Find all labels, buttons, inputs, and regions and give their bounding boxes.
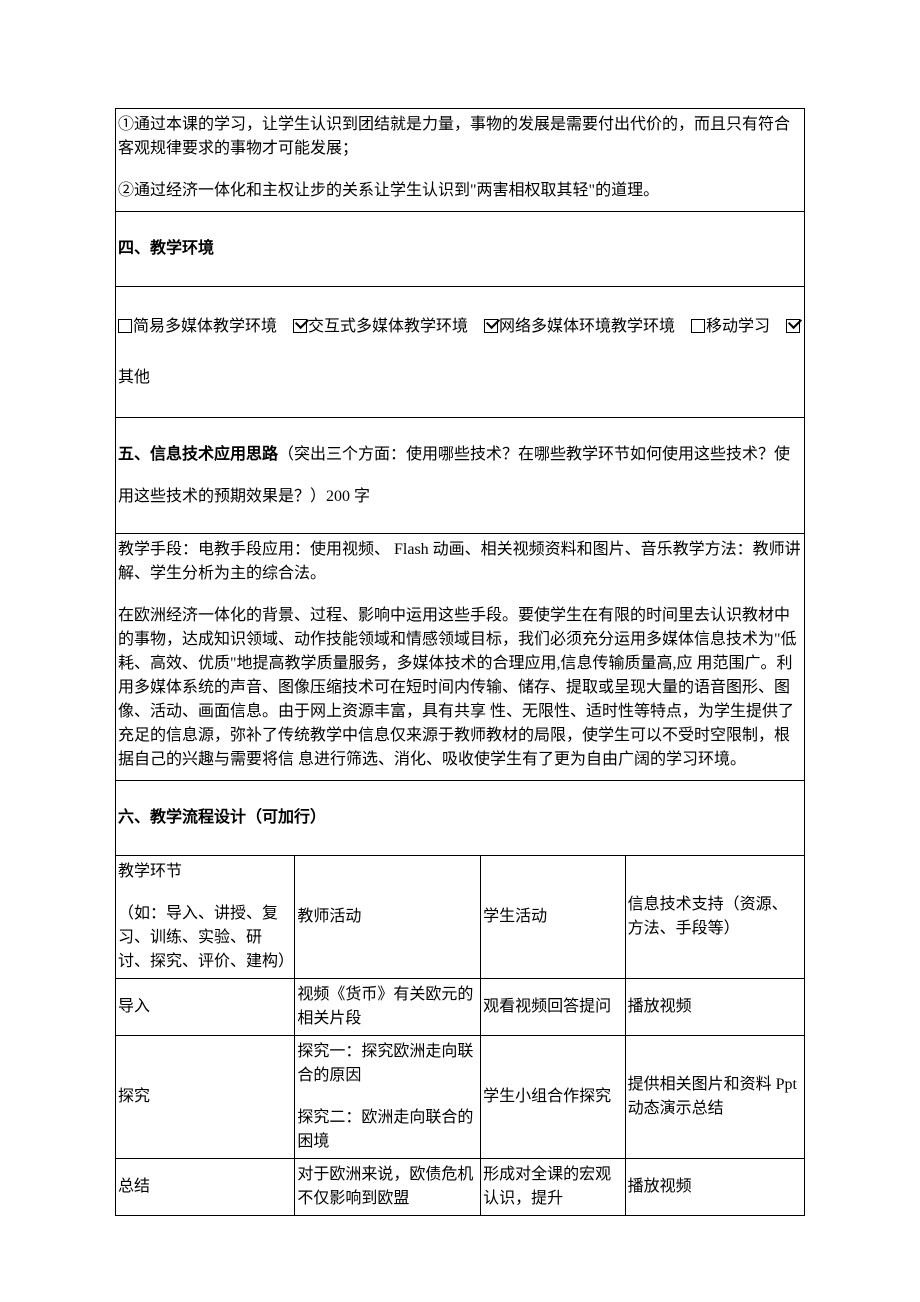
cell-teacher-a: 探究一：探究欧洲走向联合的原因: [297, 1040, 478, 1088]
opt1-label: 简易多媒体教学环境: [133, 318, 277, 335]
cell-tech: 播放视频: [625, 978, 804, 1035]
section5-heading: 五、信息技术应用思路: [118, 446, 278, 463]
col-header-tech: 信息技术支持（资源、方法、手段等）: [625, 856, 804, 979]
opt4-label: 移动学习: [706, 318, 770, 335]
intro-para-1: ①通过本课的学习，让学生认识到团结就是力量，事物的发展是需要付出代价的，而且只有…: [118, 113, 802, 161]
col-header-teacher: 教师活动: [295, 856, 481, 979]
checkbox-unchecked-icon[interactable]: [691, 319, 705, 333]
cell-teacher: 探究一：探究欧洲走向联合的原因 探究二：欧洲走向联合的困境: [295, 1035, 481, 1158]
opt2-label: 交互式多媒体教学环境: [308, 318, 468, 335]
section5-body: 教学手段：电教手段应用：使用视频、 Flash 动画、相关视频资料和图片、音乐教…: [116, 534, 805, 781]
cell-stage: 总结: [116, 1158, 295, 1215]
cell-teacher: 对于欧洲来说，欧债危机不仅影响到欧盟: [295, 1158, 481, 1215]
section6-table-cell: 教学环节 （如：导入、讲授、复习、训练、实验、研讨、探究、评价、建构） 教师活动…: [116, 855, 805, 1215]
cell-student: 学生小组合作探究: [481, 1035, 625, 1158]
cell-teacher: 视频《货币》有关欧元的相关片段: [295, 978, 481, 1035]
table-row: 探究 探究一：探究欧洲走向联合的原因 探究二：欧洲走向联合的困境 学生小组合作探…: [116, 1035, 804, 1158]
checkbox-checked-icon[interactable]: [484, 319, 498, 333]
col1-main: 教学环节: [118, 860, 292, 884]
checkbox-checked-icon[interactable]: [293, 319, 307, 333]
cell-tech: 播放视频: [625, 1158, 804, 1215]
intro-cell: ①通过本课的学习，让学生认识到团结就是力量，事物的发展是需要付出代价的，而且只有…: [116, 109, 805, 212]
section5-body-1: 教学手段：电教手段应用：使用视频、 Flash 动画、相关视频资料和图片、音乐教…: [118, 538, 802, 586]
opt5-label: 其他: [118, 369, 150, 386]
opt3-label: 网络多媒体环境教学环境: [499, 318, 675, 335]
checkbox-unchecked-icon[interactable]: [118, 319, 132, 333]
checkbox-checked-icon[interactable]: [786, 319, 800, 333]
cell-student: 观看视频回答提问: [481, 978, 625, 1035]
section5-body-2: 在欧洲经济一体化的背景、过程、影响中运用这些手段。要使学生在有限的时间里去认识教…: [118, 604, 802, 772]
table-row: 导入 视频《货币》有关欧元的相关片段 观看视频回答提问 播放视频: [116, 978, 804, 1035]
cell-teacher-b: 探究二：欧洲走向联合的困境: [297, 1106, 478, 1154]
cell-stage: 导入: [116, 978, 295, 1035]
cell-student: 形成对全课的宏观认识，提升: [481, 1158, 625, 1215]
intro-para-2: ②通过经济一体化和主权让步的关系让学生认识到"两害相权取其轻"的道理。: [118, 179, 802, 203]
section4-heading-cell: 四、教学环境: [116, 212, 805, 287]
section6-heading: 六、教学流程设计（可加行）: [118, 809, 326, 826]
section4-heading: 四、教学环境: [118, 240, 214, 257]
col-header-student: 学生活动: [481, 856, 625, 979]
section4-options: 简易多媒体教学环境 交互式多媒体教学环境 网络多媒体环境教学环境 移动学习 其他: [116, 286, 805, 417]
flow-table: 教学环节 （如：导入、讲授、复习、训练、实验、研讨、探究、评价、建构） 教师活动…: [116, 856, 804, 1215]
col1-sub: （如：导入、讲授、复习、训练、实验、研讨、探究、评价、建构）: [118, 902, 292, 974]
cell-tech: 提供相关图片和资料 Ppt 动态演示总结: [625, 1035, 804, 1158]
section6-heading-cell: 六、教学流程设计（可加行）: [116, 781, 805, 856]
section5-heading-cell: 五、信息技术应用思路（突出三个方面：使用哪些技术？在哪些教学环节如何使用这些技术…: [116, 417, 805, 533]
cell-stage: 探究: [116, 1035, 295, 1158]
col-header-stage: 教学环节 （如：导入、讲授、复习、训练、实验、研讨、探究、评价、建构）: [116, 856, 295, 979]
table-row: 总结 对于欧洲来说，欧债危机不仅影响到欧盟 形成对全课的宏观认识，提升 播放视频: [116, 1158, 804, 1215]
lesson-plan-table: ①通过本课的学习，让学生认识到团结就是力量，事物的发展是需要付出代价的，而且只有…: [115, 108, 805, 1216]
